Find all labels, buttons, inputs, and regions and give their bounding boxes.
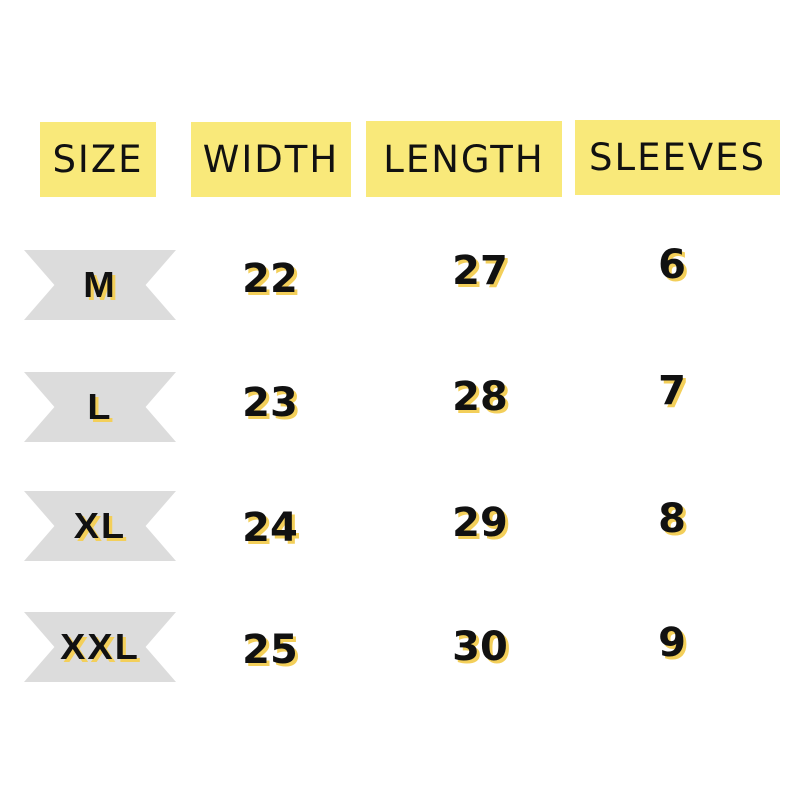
length-value: 28 [452,374,508,420]
size-ribbon-m: M [24,250,176,320]
size-ribbon-xxl: XXL [24,612,176,682]
sleeves-value: 8 [658,496,686,542]
sleeves-value: 9 [658,620,686,666]
header-width: WIDTH [191,122,351,197]
width-value: 24 [242,505,298,551]
sleeves-value: 6 [658,242,686,288]
size-label: XXL [60,626,140,667]
size-label: L [87,386,113,427]
length-value: 27 [452,248,508,294]
width-value: 22 [242,256,298,302]
size-label: XL [73,505,127,546]
sleeves-value: 7 [658,368,686,414]
size-ribbon-l: L [24,372,176,442]
size-ribbon-xl: XL [24,491,176,561]
width-value: 23 [242,380,298,426]
length-value: 30 [452,624,508,670]
width-value: 25 [242,627,298,673]
size-label: M [83,264,117,305]
header-length: LENGTH [366,121,562,197]
header-sleeves: SLEEVES [575,120,780,195]
length-value: 29 [452,500,508,546]
header-size: SIZE [40,122,156,197]
